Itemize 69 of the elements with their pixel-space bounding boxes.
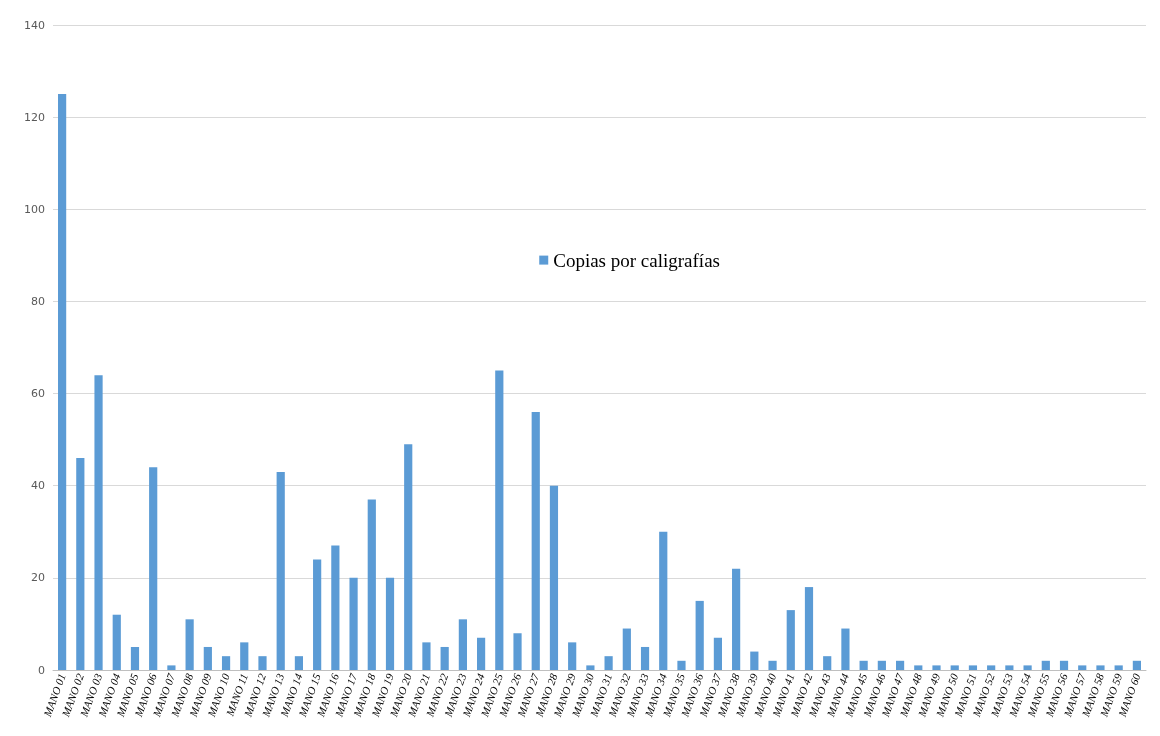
bar [385, 577, 395, 670]
bar [203, 646, 212, 670]
bar [1132, 660, 1141, 670]
bar [622, 628, 631, 670]
y-tick-label: 60 [31, 387, 45, 401]
bar [732, 568, 741, 670]
bar [112, 614, 121, 670]
bar [1041, 660, 1050, 670]
bar [895, 660, 905, 670]
y-tick-label: 100 [24, 202, 45, 216]
bar [932, 665, 941, 670]
bar [1005, 665, 1014, 670]
bar [240, 642, 249, 670]
y-tick-label: 40 [31, 479, 45, 493]
bar [1096, 665, 1105, 670]
bar [458, 619, 467, 670]
bar [640, 646, 650, 670]
bar [513, 633, 522, 670]
y-tick-label: 140 [24, 18, 45, 32]
bar [294, 656, 304, 670]
bar [167, 665, 176, 670]
bar [76, 458, 85, 670]
bar [841, 628, 850, 670]
bar [750, 651, 759, 670]
bar [495, 370, 504, 670]
y-tick-label: 20 [31, 571, 45, 585]
bar [349, 577, 358, 670]
y-tick-label: 80 [31, 294, 45, 308]
bar [130, 646, 140, 670]
legend-label: Copias por caligrafías [553, 249, 720, 271]
bar [313, 559, 322, 670]
bar [677, 660, 686, 670]
bar [968, 665, 978, 670]
bar [476, 637, 486, 670]
bar [276, 471, 285, 670]
bar [914, 665, 923, 670]
bar [149, 467, 158, 670]
bar [659, 531, 668, 670]
bar [221, 656, 231, 670]
bar [440, 646, 449, 670]
bar [823, 656, 832, 670]
bar [786, 610, 795, 670]
bar [713, 637, 723, 670]
bar [859, 660, 868, 670]
bar [695, 600, 704, 670]
bar [258, 656, 267, 670]
bar [185, 619, 194, 670]
bar [804, 587, 814, 670]
bar [1078, 665, 1087, 670]
bar [1023, 665, 1032, 670]
bar [987, 665, 996, 670]
bar [58, 94, 67, 670]
bar [768, 660, 777, 670]
bar [586, 665, 595, 670]
bar [604, 656, 613, 670]
y-tick-label: 0 [38, 663, 45, 677]
bar [568, 642, 577, 670]
bar [950, 665, 959, 670]
y-tick-label: 120 [24, 110, 45, 124]
bar [531, 412, 540, 670]
bar [549, 485, 559, 670]
bar [1114, 665, 1123, 670]
bar [422, 642, 431, 670]
bar [1059, 660, 1069, 670]
bar [94, 375, 103, 670]
bar [877, 660, 886, 670]
bar [404, 444, 413, 670]
bar [367, 499, 376, 670]
bar [331, 545, 340, 670]
